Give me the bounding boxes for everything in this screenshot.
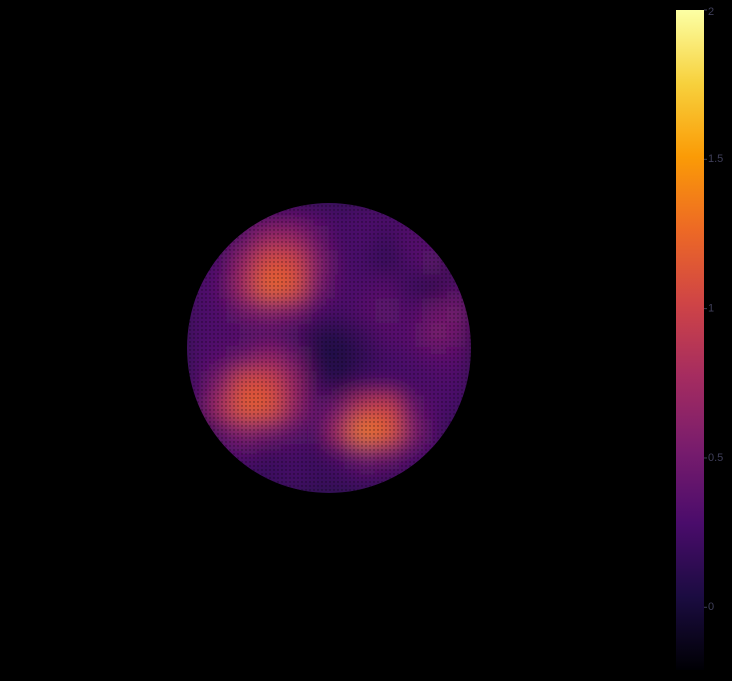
colorbar-ticks: 0 0.5 1 1.5 2: [704, 6, 723, 613]
colorbar-tick-label: 0: [708, 601, 714, 613]
colorbar-tick-label: 1: [708, 303, 714, 315]
colorbar-tick-label: 0.5: [708, 452, 723, 464]
colorbar-tick-label: 2: [708, 6, 714, 18]
colorbar-tick-label: 1.5: [708, 153, 723, 165]
sphere: [187, 203, 471, 493]
texture: [187, 203, 471, 493]
colorbar: [676, 10, 704, 670]
